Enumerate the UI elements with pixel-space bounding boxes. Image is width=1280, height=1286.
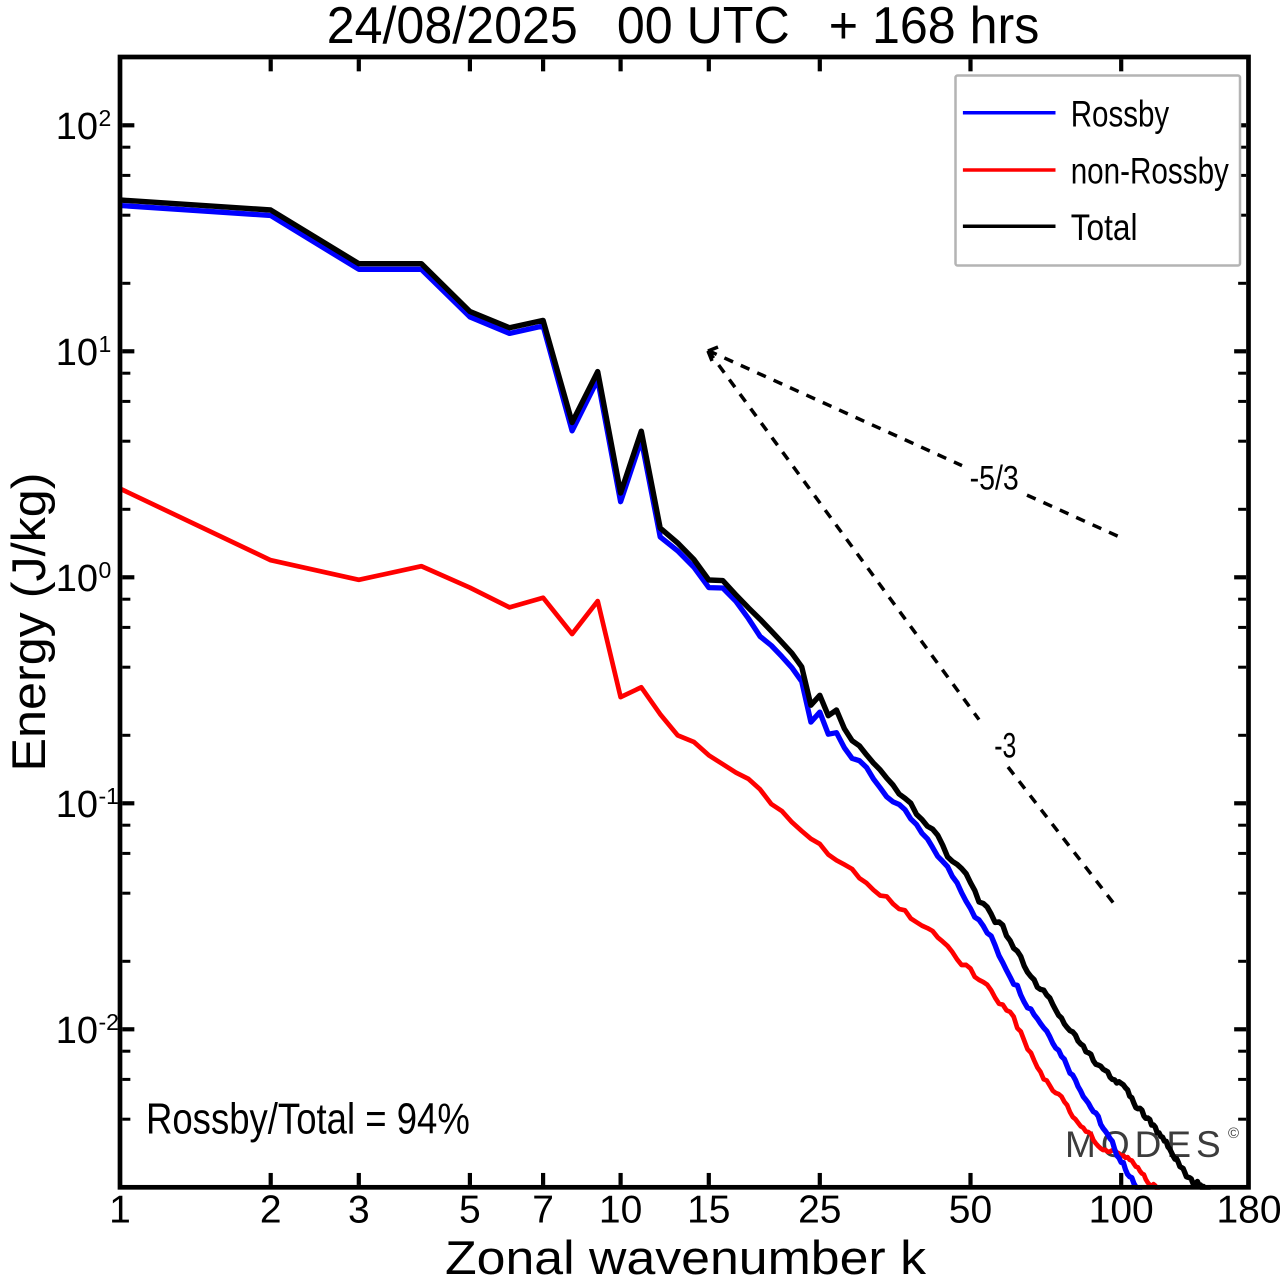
svg-text:10: 10 <box>56 106 98 148</box>
svg-text:MODES: MODES <box>1065 1124 1226 1165</box>
svg-text:3: 3 <box>348 1189 370 1232</box>
svg-text:24/08/2025 00 UTC + 168 hrs: 24/08/2025 00 UTC + 168 hrs <box>327 0 1040 55</box>
svg-text:0: 0 <box>99 557 112 583</box>
svg-text:10: 10 <box>56 784 98 826</box>
svg-text:10: 10 <box>56 558 98 600</box>
svg-text:2: 2 <box>260 1189 282 1232</box>
svg-text:10: 10 <box>56 332 98 374</box>
svg-text:Energy (J/kg): Energy (J/kg) <box>2 473 55 772</box>
svg-text:non-Rossby: non-Rossby <box>1071 150 1229 192</box>
svg-text:©: © <box>1228 1125 1239 1142</box>
svg-text:180: 180 <box>1216 1189 1280 1232</box>
svg-text:-3: -3 <box>994 727 1016 766</box>
svg-text:-2: -2 <box>99 1009 119 1035</box>
svg-text:1: 1 <box>109 1189 131 1232</box>
svg-text:1: 1 <box>99 331 112 357</box>
svg-text:100: 100 <box>1089 1189 1154 1232</box>
svg-text:-5/3: -5/3 <box>970 460 1019 498</box>
svg-text:2: 2 <box>99 105 112 131</box>
svg-text:7: 7 <box>532 1189 554 1232</box>
svg-text:10: 10 <box>599 1189 642 1232</box>
svg-text:25: 25 <box>798 1189 841 1232</box>
svg-text:10: 10 <box>56 1010 98 1052</box>
svg-text:15: 15 <box>687 1189 730 1232</box>
svg-text:Rossby: Rossby <box>1071 92 1170 134</box>
svg-text:50: 50 <box>949 1189 992 1232</box>
svg-text:Rossby/Total = 94%: Rossby/Total = 94% <box>146 1095 470 1144</box>
svg-text:Total: Total <box>1071 206 1138 248</box>
svg-text:5: 5 <box>459 1189 481 1232</box>
svg-text:-1: -1 <box>99 783 119 809</box>
svg-text:Zonal wavenumber k: Zonal wavenumber k <box>445 1231 927 1281</box>
